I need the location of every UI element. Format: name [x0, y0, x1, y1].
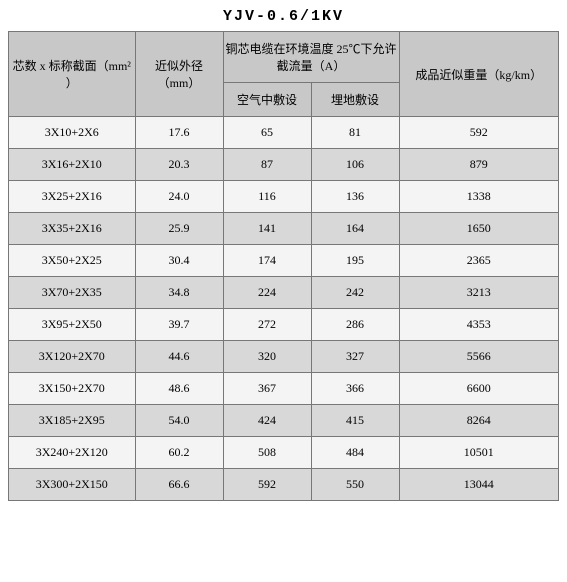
- cell-spec: 3X10+2X6: [9, 117, 136, 149]
- cell-spec: 3X95+2X50: [9, 309, 136, 341]
- table-row: 3X70+2X3534.82242423213: [9, 277, 559, 309]
- cell-weight: 1650: [399, 213, 559, 245]
- cell-amp_buried: 550: [311, 469, 399, 501]
- cell-amp_buried: 242: [311, 277, 399, 309]
- cell-spec: 3X70+2X35: [9, 277, 136, 309]
- cell-weight: 4353: [399, 309, 559, 341]
- cell-amp_air: 592: [223, 469, 311, 501]
- cell-amp_air: 65: [223, 117, 311, 149]
- cell-amp_buried: 164: [311, 213, 399, 245]
- table-row: 3X185+2X9554.04244158264: [9, 405, 559, 437]
- col-header-amp-air: 空气中敷设: [223, 83, 311, 117]
- cell-od: 44.6: [135, 341, 223, 373]
- cell-amp_buried: 136: [311, 181, 399, 213]
- cell-spec: 3X240+2X120: [9, 437, 136, 469]
- table-row: 3X10+2X617.66581592: [9, 117, 559, 149]
- col-header-od: 近似外径（mm）: [135, 32, 223, 117]
- cell-amp_buried: 327: [311, 341, 399, 373]
- page-title: YJV-0.6/1KV: [8, 8, 559, 25]
- cell-amp_buried: 366: [311, 373, 399, 405]
- cell-amp_air: 424: [223, 405, 311, 437]
- cell-od: 60.2: [135, 437, 223, 469]
- cell-od: 48.6: [135, 373, 223, 405]
- table-row: 3X35+2X1625.91411641650: [9, 213, 559, 245]
- cell-amp_buried: 195: [311, 245, 399, 277]
- table-row: 3X25+2X1624.01161361338: [9, 181, 559, 213]
- cell-weight: 592: [399, 117, 559, 149]
- cell-od: 30.4: [135, 245, 223, 277]
- table-row: 3X120+2X7044.63203275566: [9, 341, 559, 373]
- table-row: 3X240+2X12060.250848410501: [9, 437, 559, 469]
- cell-amp_air: 272: [223, 309, 311, 341]
- cell-weight: 10501: [399, 437, 559, 469]
- cell-weight: 3213: [399, 277, 559, 309]
- cell-weight: 2365: [399, 245, 559, 277]
- cell-amp_air: 320: [223, 341, 311, 373]
- cell-amp_air: 87: [223, 149, 311, 181]
- cell-amp_air: 141: [223, 213, 311, 245]
- cell-amp_buried: 286: [311, 309, 399, 341]
- cell-amp_buried: 81: [311, 117, 399, 149]
- cell-weight: 1338: [399, 181, 559, 213]
- cell-amp_air: 174: [223, 245, 311, 277]
- cell-amp_air: 508: [223, 437, 311, 469]
- cell-od: 39.7: [135, 309, 223, 341]
- cell-spec: 3X25+2X16: [9, 181, 136, 213]
- cell-od: 17.6: [135, 117, 223, 149]
- cell-weight: 5566: [399, 341, 559, 373]
- cell-amp_buried: 415: [311, 405, 399, 437]
- col-header-weight: 成品近似重量（kg/km）: [399, 32, 559, 117]
- cell-spec: 3X120+2X70: [9, 341, 136, 373]
- table-row: 3X300+2X15066.659255013044: [9, 469, 559, 501]
- cell-od: 20.3: [135, 149, 223, 181]
- cell-od: 24.0: [135, 181, 223, 213]
- cell-spec: 3X35+2X16: [9, 213, 136, 245]
- table-row: 3X95+2X5039.72722864353: [9, 309, 559, 341]
- cell-weight: 13044: [399, 469, 559, 501]
- cell-od: 54.0: [135, 405, 223, 437]
- cell-weight: 6600: [399, 373, 559, 405]
- cell-amp_buried: 484: [311, 437, 399, 469]
- cell-spec: 3X300+2X150: [9, 469, 136, 501]
- cell-od: 25.9: [135, 213, 223, 245]
- cell-od: 34.8: [135, 277, 223, 309]
- cell-weight: 8264: [399, 405, 559, 437]
- col-header-amp-group: 铜芯电缆在环境温度 25℃下允许截流量（A）: [223, 32, 399, 83]
- col-header-amp-buried: 埋地敷设: [311, 83, 399, 117]
- cell-spec: 3X50+2X25: [9, 245, 136, 277]
- col-header-spec: 芯数 x 标称截面（mm² ）: [9, 32, 136, 117]
- table-row: 3X16+2X1020.387106879: [9, 149, 559, 181]
- cell-spec: 3X185+2X95: [9, 405, 136, 437]
- table-row: 3X150+2X7048.63673666600: [9, 373, 559, 405]
- cell-amp_air: 116: [223, 181, 311, 213]
- cell-amp_air: 224: [223, 277, 311, 309]
- table-row: 3X50+2X2530.41741952365: [9, 245, 559, 277]
- cell-weight: 879: [399, 149, 559, 181]
- cell-spec: 3X150+2X70: [9, 373, 136, 405]
- cell-amp_buried: 106: [311, 149, 399, 181]
- cell-spec: 3X16+2X10: [9, 149, 136, 181]
- table-body: 3X10+2X617.665815923X16+2X1020.387106879…: [9, 117, 559, 501]
- cell-amp_air: 367: [223, 373, 311, 405]
- cable-spec-table: 芯数 x 标称截面（mm² ） 近似外径（mm） 铜芯电缆在环境温度 25℃下允…: [8, 31, 559, 501]
- cell-od: 66.6: [135, 469, 223, 501]
